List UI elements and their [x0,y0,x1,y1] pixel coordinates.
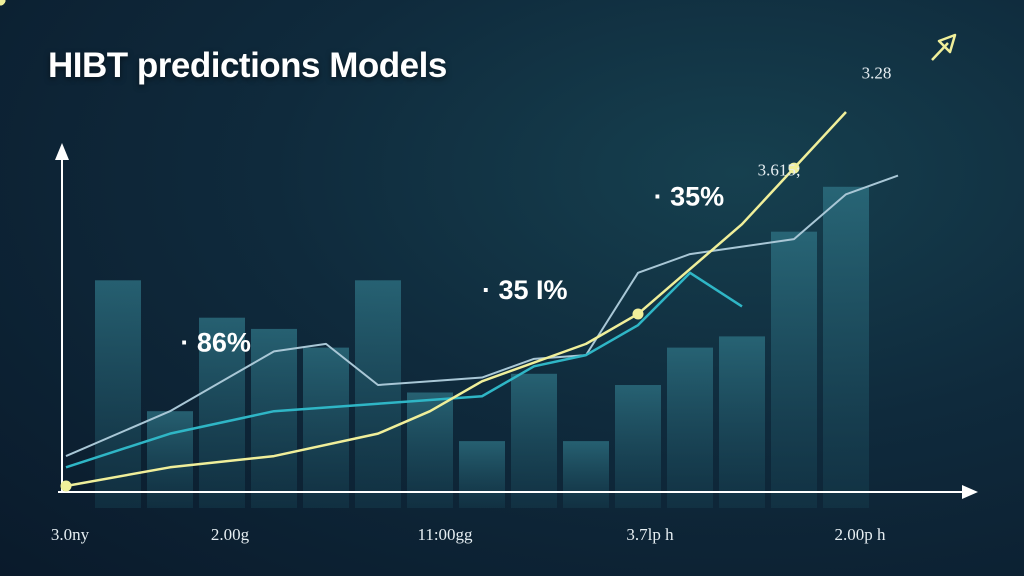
series-markers [0,0,800,492]
background-bar [251,328,297,508]
x-tick-label: 3.7lp h [626,525,674,544]
background-bar [147,411,193,508]
axes [55,143,978,499]
data-labels: · 86% · 35 I% · 35% 3.615; 3.28 [180,63,891,357]
background-bar [511,373,557,508]
background-bar [719,336,765,508]
background-bar [667,347,713,508]
data-point [788,162,800,174]
background-bar [563,441,609,508]
background-bar [355,280,401,508]
background-bar [199,317,245,508]
x-tick-label: 2.00p h [835,525,887,544]
series-line [65,111,847,488]
x-axis-arrow-icon [962,485,978,499]
data-label: · 35% [654,182,725,212]
background-bar [303,347,349,508]
data-label: 3.615; [758,161,801,180]
background-bar [823,186,869,509]
data-label: · 86% [180,327,251,357]
x-tick-label: 11:00gg [417,525,473,544]
x-tick-labels: 3.0ny 2.00g 11:00gg 3.7lp h 2.00p h [51,525,886,544]
data-label: · 35 I% [482,275,568,305]
data-label: 3.28 [862,63,892,82]
background-bars [95,186,869,509]
y-axis-arrow-icon [55,143,69,160]
series-line [65,271,743,469]
x-tick-label: 2.00g [211,525,250,544]
background-bar [771,231,817,508]
series-line [65,174,899,457]
x-tick-label: 3.0ny [51,525,90,544]
trend-arrow-icon [931,33,957,61]
data-point [632,308,644,320]
background-bar [95,280,141,508]
chart-title: HIBT predictions Models [48,46,447,85]
data-point [0,0,6,6]
background-bar [615,385,661,508]
background-bar [459,441,505,508]
data-point [60,480,72,492]
series-lines [65,111,899,488]
